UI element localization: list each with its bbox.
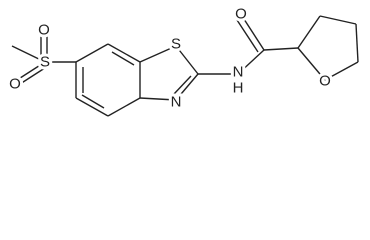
atom-label: O [319,73,331,90]
bonds [11,15,359,117]
atom-label: S [40,54,50,71]
atom-label: O [235,6,247,23]
atom-label: S [171,36,181,53]
atom-label: N [171,94,182,111]
atom-labels: O S O S N N H O O [6,3,334,114]
atom-label: N [233,64,244,81]
atom-label: H [233,80,244,97]
structure: O S O S N N H O O [6,3,359,117]
atom-label: O [38,22,50,39]
atom-label: O [9,76,21,93]
